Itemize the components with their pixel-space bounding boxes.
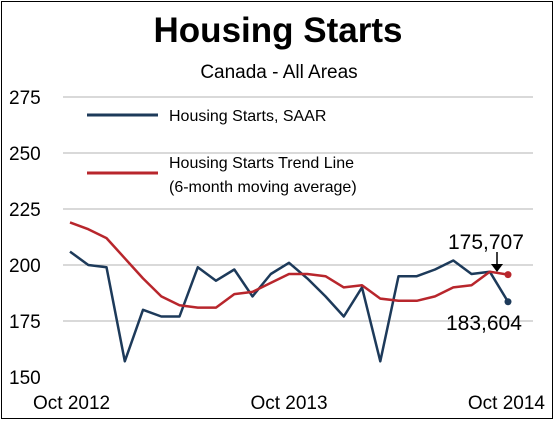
series-endpoint-0 [504, 298, 512, 306]
series-points [504, 271, 512, 306]
annotation-arrow-head [491, 264, 503, 272]
series-lines [69, 221, 510, 363]
y-tick-label-225: 225 [9, 200, 41, 221]
series-endpoint-1 [504, 271, 512, 279]
series-line-1 [69, 221, 509, 309]
y-tick-label-275: 275 [9, 88, 41, 109]
gridlines [63, 96, 533, 322]
annotation-trend-value: 175,707 [448, 231, 524, 254]
y-tick-label-250: 250 [9, 144, 41, 165]
y-tick-label-175: 175 [9, 312, 41, 333]
x-tick-label-1: Oct 2013 [250, 393, 327, 414]
y-axis-ticks: 150 175 200 225 250 275 [9, 88, 41, 389]
x-axis-ticks: Oct 2012 Oct 2013 Oct 2014 [33, 393, 545, 414]
legend-label-housing-starts: Housing Starts, SAAR [169, 108, 326, 125]
legend: Housing Starts, SAAR Housing Starts Tren… [87, 108, 357, 196]
legend-label-trend-line-note: (6-month moving average) [169, 179, 357, 196]
legend-label-trend-line: Housing Starts Trend Line [169, 155, 354, 172]
annotation-starts-value: 183,604 [446, 312, 522, 335]
x-tick-label-0: Oct 2012 [33, 393, 110, 414]
chart-title: Housing Starts [154, 11, 403, 50]
y-tick-label-150: 150 [9, 368, 41, 389]
x-tick-label-2: Oct 2014 [468, 393, 546, 414]
series-line-0 [69, 250, 510, 363]
annotations: 175,707 183,604 [446, 231, 524, 335]
y-tick-label-200: 200 [9, 256, 41, 277]
chart-subtitle: Canada - All Areas [200, 62, 357, 83]
